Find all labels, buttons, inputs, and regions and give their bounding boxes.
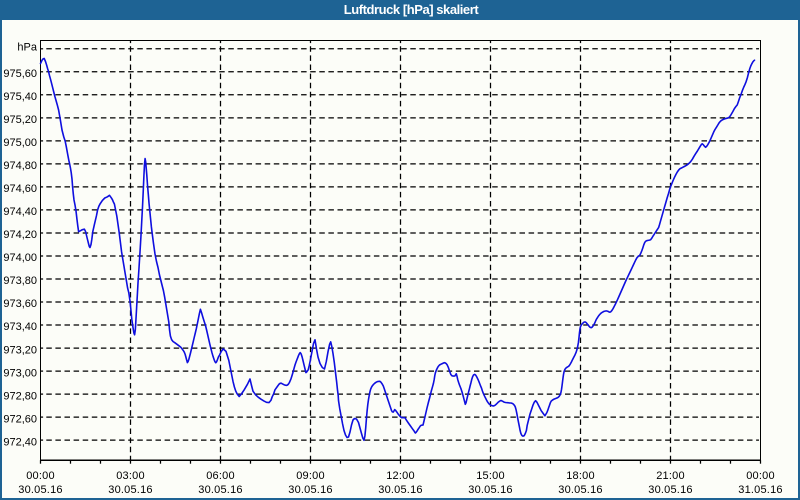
svg-text:30.05.16: 30.05.16 (108, 484, 152, 496)
svg-text:30.05.16: 30.05.16 (468, 484, 512, 496)
svg-text:974,00: 974,00 (3, 252, 37, 264)
svg-text:hPa: hPa (17, 42, 37, 54)
svg-text:975,60: 975,60 (3, 68, 37, 80)
svg-text:974,20: 974,20 (3, 229, 37, 241)
svg-text:00:00: 00:00 (746, 470, 775, 482)
svg-text:975,00: 975,00 (3, 137, 37, 149)
svg-text:12:00: 12:00 (386, 470, 415, 482)
svg-text:30.05.16: 30.05.16 (288, 484, 332, 496)
svg-text:30.05.16: 30.05.16 (198, 484, 242, 496)
svg-text:973,80: 973,80 (3, 275, 37, 287)
svg-text:973,00: 973,00 (3, 367, 37, 379)
svg-text:09:00: 09:00 (296, 470, 325, 482)
svg-text:974,60: 974,60 (3, 183, 37, 195)
svg-text:31.05.16: 31.05.16 (738, 484, 782, 496)
svg-text:18:00: 18:00 (566, 470, 595, 482)
svg-text:974,80: 974,80 (3, 160, 37, 172)
svg-text:975,20: 975,20 (3, 114, 37, 126)
svg-text:15:00: 15:00 (476, 470, 505, 482)
svg-text:972,80: 972,80 (3, 390, 37, 402)
svg-text:973,40: 973,40 (3, 321, 37, 333)
svg-text:03:00: 03:00 (116, 470, 145, 482)
svg-text:975,40: 975,40 (3, 91, 37, 103)
svg-text:21:00: 21:00 (656, 470, 685, 482)
svg-text:30.05.16: 30.05.16 (378, 484, 422, 496)
svg-text:00:00: 00:00 (26, 470, 55, 482)
svg-text:972,40: 972,40 (3, 436, 37, 448)
svg-text:06:00: 06:00 (206, 470, 235, 482)
svg-text:30.05.16: 30.05.16 (18, 484, 62, 496)
svg-text:972,60: 972,60 (3, 413, 37, 425)
svg-text:973,20: 973,20 (3, 344, 37, 356)
svg-text:973,60: 973,60 (3, 298, 37, 310)
svg-text:974,40: 974,40 (3, 206, 37, 218)
svg-text:30.05.16: 30.05.16 (558, 484, 602, 496)
svg-text:30.05.16: 30.05.16 (648, 484, 692, 496)
